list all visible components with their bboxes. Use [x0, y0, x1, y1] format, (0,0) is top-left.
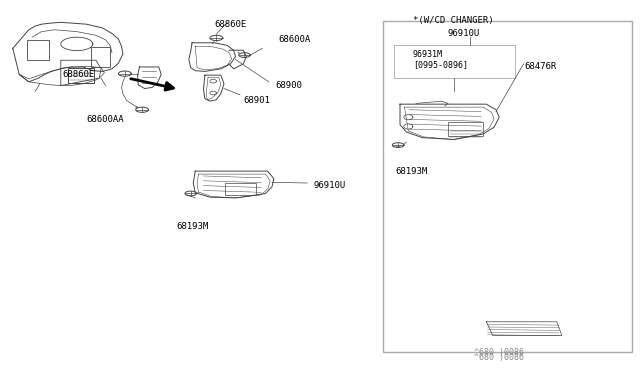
Text: 68900: 68900 — [275, 81, 302, 90]
Bar — [394, 45, 515, 78]
Bar — [27, 40, 49, 60]
Text: 68476R: 68476R — [525, 62, 557, 71]
Text: *(W/CD CHANGER): *(W/CD CHANGER) — [413, 16, 493, 25]
Bar — [225, 183, 256, 195]
Text: ^680 )0086: ^680 )0086 — [474, 353, 524, 362]
Bar — [91, 46, 110, 67]
Text: 96931M
[0995-0896]: 96931M [0995-0896] — [413, 50, 468, 69]
Text: 68901: 68901 — [243, 96, 270, 105]
Bar — [68, 68, 94, 83]
Text: 68193M: 68193M — [396, 167, 428, 176]
Text: 68600AA: 68600AA — [86, 115, 124, 124]
Text: 68860E: 68860E — [214, 20, 246, 29]
Text: 96910U: 96910U — [314, 182, 346, 190]
Text: ^680 )0086: ^680 )0086 — [474, 348, 524, 357]
Text: 68600A: 68600A — [278, 35, 310, 44]
Text: 68860E: 68860E — [63, 70, 95, 79]
Text: 96910U: 96910U — [448, 29, 480, 38]
Bar — [383, 21, 632, 352]
Text: 68193M: 68193M — [176, 222, 208, 231]
Bar — [448, 122, 483, 136]
